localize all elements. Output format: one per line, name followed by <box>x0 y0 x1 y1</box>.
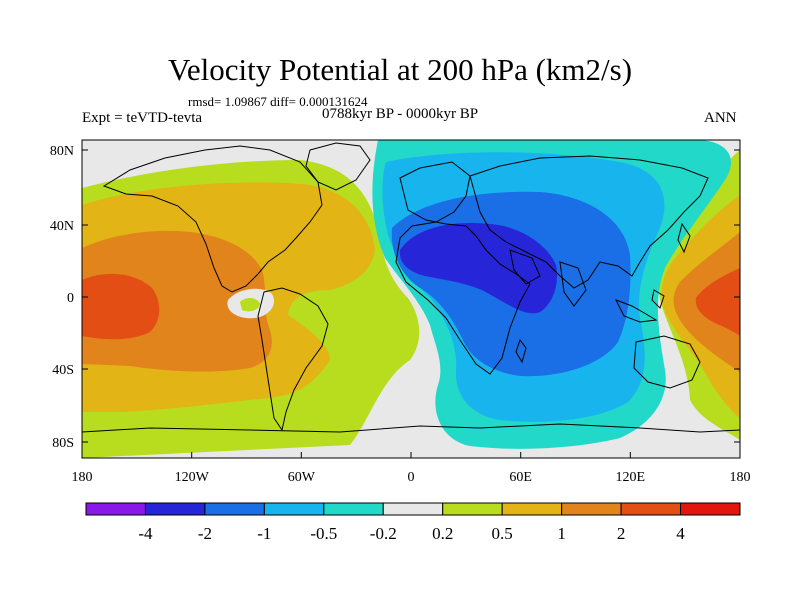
colorbar-box <box>620 502 682 516</box>
colorbar-label: 2 <box>617 524 626 543</box>
plot-title: Velocity Potential at 200 hPa (km2/s) <box>167 52 633 87</box>
lon-tick-label: 120E <box>616 470 646 485</box>
colorbar-label: 4 <box>676 524 685 543</box>
colorbar-box <box>85 502 146 516</box>
season-label: ANN <box>704 110 737 126</box>
coastlines <box>82 142 740 433</box>
colorbar <box>85 502 741 516</box>
colorbar-box <box>501 502 563 516</box>
lon-tick-label: 60E <box>509 470 532 485</box>
colorbar-label: -0.2 <box>370 524 397 543</box>
lat-tick-label: 40N <box>50 219 74 234</box>
lat-ticks <box>82 149 740 443</box>
colorbar-box <box>442 502 503 516</box>
colorbar-box <box>561 502 622 516</box>
colorbar-box <box>323 502 384 516</box>
lon-tick-label: 0 <box>408 470 415 485</box>
colorbar-box <box>204 502 265 516</box>
colorbar-label: -4 <box>138 524 153 543</box>
colorbar-label: 1 <box>557 524 566 543</box>
lat-tick-label: 80N <box>50 144 74 159</box>
experiment-label: Expt = teVTD-tevta <box>82 110 203 126</box>
lon-ticks <box>81 452 741 458</box>
lat-tick-label: 0 <box>67 291 74 306</box>
colorbar-box <box>263 502 325 516</box>
period-label: 0788kyr BP - 0000kyr BP <box>322 106 479 122</box>
lon-tick-label: 120W <box>175 470 210 485</box>
colorbar-label: -0.5 <box>310 524 337 543</box>
lon-tick-label: 60W <box>288 470 316 485</box>
colorbar-label: -2 <box>198 524 212 543</box>
lon-tick-label: 180 <box>72 470 93 485</box>
colorbar-label: -1 <box>257 524 271 543</box>
colorbar-label: 0.5 <box>492 524 513 543</box>
colorbar-box <box>382 502 444 516</box>
colorbar-labels: -4 -2 -1 -0.5 -0.2 0.2 0.5 1 2 4 <box>138 524 685 543</box>
lat-tick-label: 80S <box>52 436 74 451</box>
colorbar-box <box>680 502 741 516</box>
rmsd-diff-text: rmsd= 1.09867 diff= 0.000131624 <box>188 94 368 109</box>
contour-fill <box>82 140 740 458</box>
lat-tick-label: 40S <box>52 363 74 378</box>
lon-tick-label: 180 <box>730 470 751 485</box>
colorbar-label: 0.2 <box>432 524 453 543</box>
colorbar-box <box>144 502 206 516</box>
